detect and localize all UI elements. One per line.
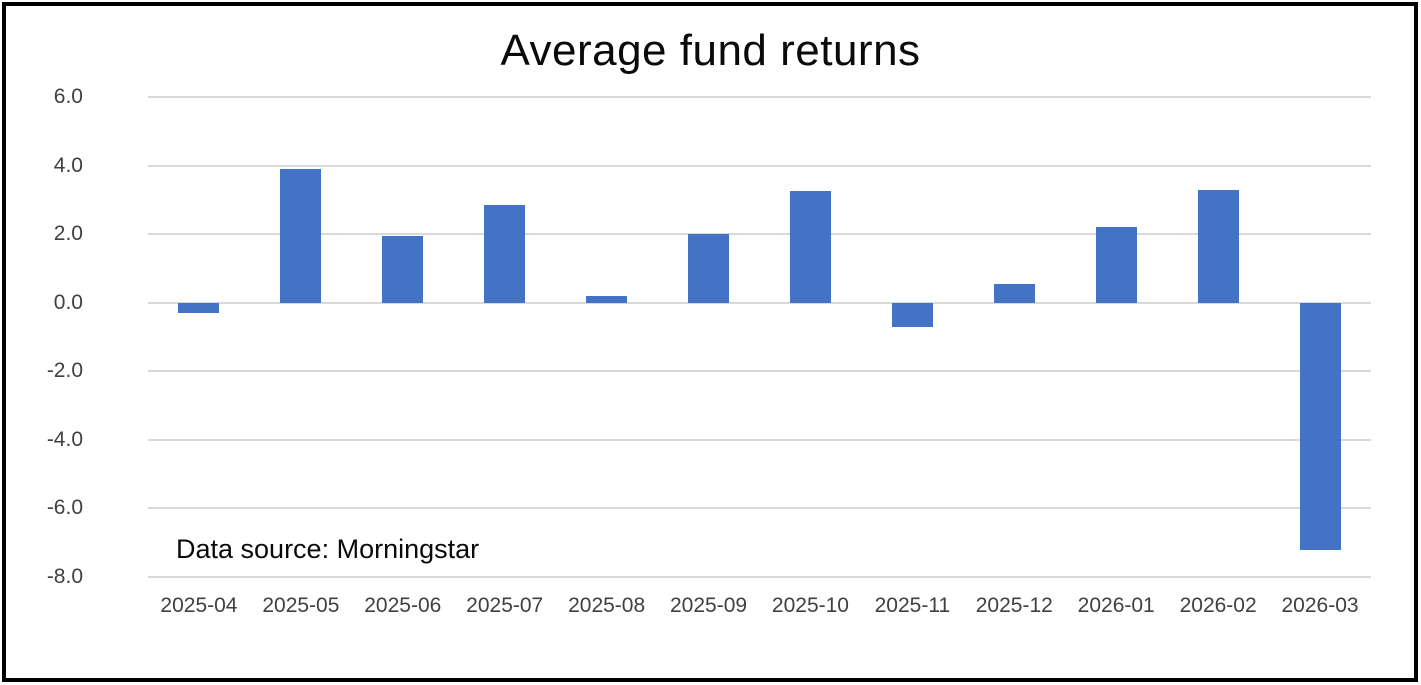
plot-area: 6.0 4.0 2.0 0.0 -2.0 -4.0 -6.0 -8.0 (47, 85, 1371, 588)
x-axis-label: 2025-12 (975, 594, 1053, 617)
bar-2025-08 (586, 295, 628, 303)
y-axis-tick-label: 6.0 (53, 85, 83, 108)
gridline (148, 438, 1371, 441)
x-axis-label: 2025-04 (160, 594, 238, 617)
x-axis-label: 2025-07 (466, 594, 544, 617)
gridline (148, 301, 1371, 304)
bar-2026-02 (1197, 189, 1239, 303)
x-axis-label: 2025-06 (364, 594, 442, 617)
gridline (148, 507, 1371, 510)
x-axis-label: 2025-05 (262, 594, 340, 617)
gridline (148, 96, 1371, 98)
gridline (148, 233, 1371, 236)
x-axis-label: 2026-03 (1281, 594, 1359, 617)
gridline (148, 370, 1371, 373)
x-axis-label: 2026-02 (1179, 594, 1257, 617)
y-axis-tick-label: -8.0 (46, 565, 83, 588)
x-axis-label: 2025-10 (771, 594, 849, 617)
y-axis-tick-label: -6.0 (46, 496, 83, 520)
bar-2025-05 (280, 169, 322, 303)
bar-2025-12 (993, 283, 1035, 303)
data-source-annotation: Data source: Morningstar (176, 534, 480, 564)
bar-2025-07 (484, 205, 526, 303)
bar-2025-06 (382, 235, 424, 303)
y-axis-tick-label: 0.0 (53, 290, 83, 314)
y-axis-tick-label: 4.0 (53, 153, 83, 177)
x-axis-label: 2025-11 (874, 594, 951, 617)
chart-title: Average fund returns (500, 26, 921, 75)
gridline (148, 576, 1371, 578)
x-axis-label: 2026-01 (1077, 594, 1155, 617)
bar-2025-11 (891, 302, 933, 327)
gridline (148, 164, 1371, 167)
y-axis-tick-label: -4.0 (46, 427, 83, 451)
bar-2025-10 (789, 191, 831, 303)
y-axis-tick-label: 2.0 (53, 222, 83, 246)
x-axis-label: 2025-09 (669, 594, 748, 617)
bar-2025-09 (688, 234, 730, 303)
bar-2025-04 (178, 302, 220, 313)
bar-2026-03 (1299, 302, 1341, 550)
bar-2026-01 (1095, 227, 1137, 303)
x-axis-label: 2025-08 (568, 594, 646, 617)
y-axis-tick-label: -2.0 (46, 359, 83, 383)
